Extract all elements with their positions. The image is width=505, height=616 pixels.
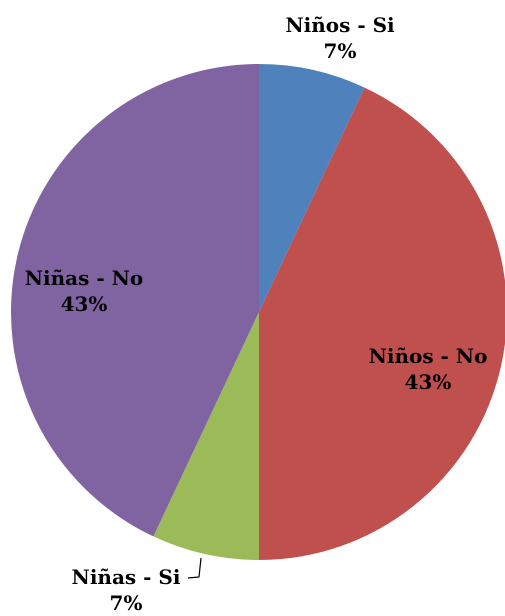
pie-slices bbox=[10, 64, 505, 560]
pie-slice-ninos-no bbox=[259, 87, 505, 560]
pie-slice-ninas-si bbox=[153, 312, 259, 560]
slice-label-ninas-no: Niñas - No bbox=[25, 266, 144, 290]
slice-label-ninos-no: Niños - No bbox=[369, 344, 488, 368]
leader-line-ninas-si bbox=[187, 557, 202, 579]
slice-label-ninos-si: Niños - Si bbox=[285, 13, 395, 37]
slice-value-ninos-si: 7% bbox=[324, 39, 357, 63]
slice-value-ninas-si: 7% bbox=[110, 591, 143, 615]
slice-value-ninos-no: 43% bbox=[405, 370, 452, 394]
pie-slice-ninas-no bbox=[10, 64, 259, 537]
pie-slice-ninos-si bbox=[259, 64, 365, 312]
slice-value-ninas-no: 43% bbox=[61, 292, 108, 316]
slice-label-ninas-si: Niñas - Si bbox=[72, 565, 181, 589]
